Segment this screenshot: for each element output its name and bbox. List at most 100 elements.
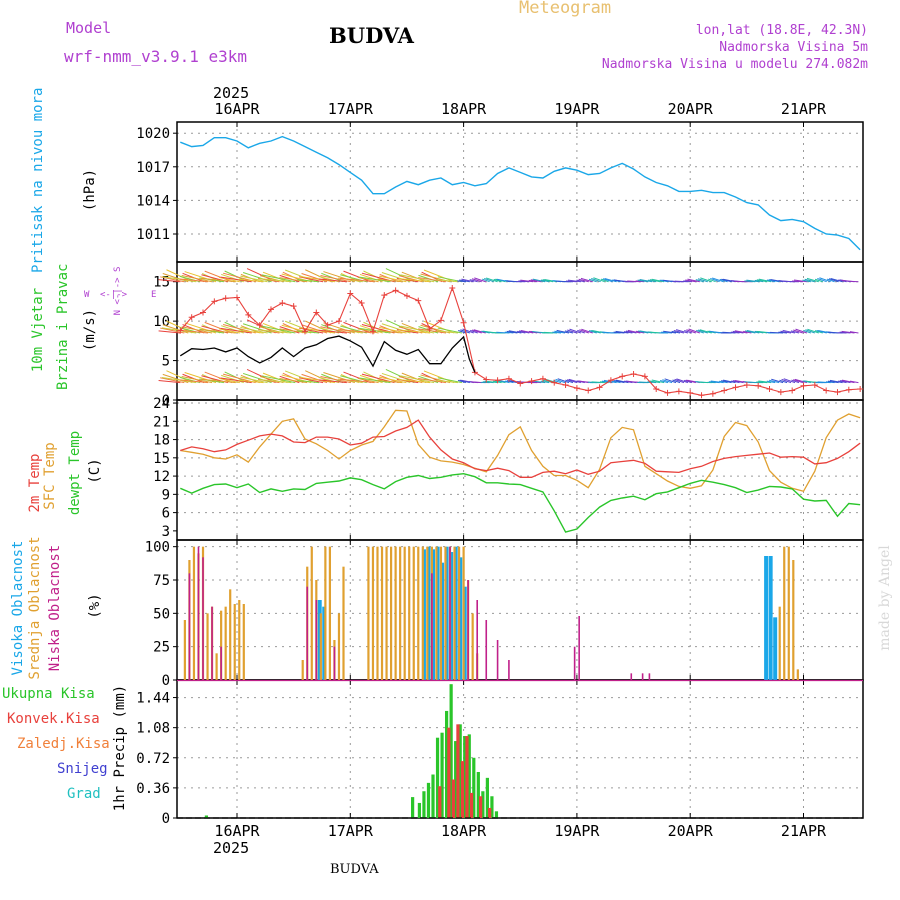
wind-arrow bbox=[485, 277, 498, 283]
wind-arrow bbox=[457, 280, 466, 283]
pressure-ytick-label: 1014 bbox=[136, 193, 170, 209]
wind-gust-marker bbox=[551, 379, 558, 386]
cloud-bar-high bbox=[322, 606, 327, 680]
cloud-bar-mid bbox=[376, 546, 379, 680]
wind-arrow bbox=[674, 378, 685, 384]
wind-gust-marker bbox=[811, 382, 818, 389]
cloud-bar-high bbox=[458, 557, 463, 680]
cloud-bar-low bbox=[315, 600, 318, 680]
wind-arrow bbox=[298, 377, 324, 384]
wind-arrow bbox=[518, 330, 530, 334]
wind-gust-marker bbox=[347, 290, 354, 297]
wind-arrow bbox=[825, 381, 835, 384]
wind-arrow bbox=[505, 380, 514, 384]
wind-arrow bbox=[744, 330, 756, 334]
wind-arrow bbox=[675, 329, 689, 334]
wind-gust-marker bbox=[823, 387, 830, 394]
cloud-bar-low bbox=[485, 620, 488, 680]
wind-arrow bbox=[591, 277, 601, 283]
wind-arrow bbox=[683, 280, 692, 283]
bottom-day-label: 16APR bbox=[214, 822, 260, 840]
wind-arrow bbox=[588, 330, 597, 334]
wind-arrow bbox=[614, 380, 625, 384]
wind-arrow bbox=[712, 277, 724, 283]
precip-bar-total bbox=[472, 757, 476, 818]
model-elevation-label: Nadmorska Visina u modelu 274.082m bbox=[601, 57, 868, 72]
wind-arrow bbox=[179, 329, 209, 334]
wind-arrow bbox=[647, 381, 657, 384]
wind-arrow-row bbox=[158, 319, 859, 334]
wind-arrow bbox=[343, 270, 371, 283]
wind-arrow bbox=[461, 278, 474, 283]
bottom-day-label: 19APR bbox=[554, 822, 600, 840]
cloud-bar-low bbox=[508, 660, 510, 680]
cloud-bar-mid bbox=[367, 546, 370, 680]
wind-arrow bbox=[543, 331, 558, 334]
legend-snijeg: Snijeg bbox=[57, 761, 108, 777]
wind-arrow bbox=[635, 280, 645, 283]
wind-arrow bbox=[343, 321, 371, 334]
wind-arrow bbox=[423, 269, 455, 283]
meteogram-label: Meteogram bbox=[519, 0, 612, 18]
wind-arrow bbox=[649, 380, 661, 384]
wind-arrow bbox=[528, 279, 538, 283]
precip-bar-total bbox=[463, 736, 467, 818]
wind-arrow bbox=[284, 269, 316, 283]
wind-arrow bbox=[418, 277, 447, 283]
pressure-ytick-label: 1017 bbox=[136, 160, 170, 176]
wind-arrow bbox=[684, 330, 693, 334]
wind-arrow bbox=[218, 328, 240, 334]
wind-gust-marker bbox=[256, 322, 263, 329]
wind-arrow bbox=[320, 275, 351, 283]
wind-gust-marker bbox=[211, 298, 218, 305]
wind-arrow bbox=[160, 276, 185, 283]
cloud-ytick-label: 25 bbox=[153, 640, 170, 656]
cloud-bar-high bbox=[462, 586, 467, 680]
wind-arrow bbox=[459, 279, 470, 283]
wind-arrow bbox=[685, 279, 696, 283]
wind-arrow bbox=[520, 329, 534, 334]
cloud-bar-mid bbox=[380, 546, 384, 680]
wind-arrow bbox=[676, 378, 689, 384]
wind-arrow bbox=[221, 325, 244, 334]
wind-arrow bbox=[262, 372, 288, 384]
temperature-ytick-label: 9 bbox=[162, 487, 170, 503]
wind-arrow bbox=[204, 371, 233, 384]
wind-arrow bbox=[540, 279, 550, 283]
cloud-bar-mid bbox=[787, 546, 790, 680]
wind-arrow bbox=[418, 328, 447, 334]
precip-bar-conv bbox=[465, 736, 469, 818]
wind-arrow bbox=[343, 371, 371, 384]
cloud-bar-mid bbox=[371, 546, 375, 680]
cloud-bar-low bbox=[188, 573, 191, 680]
cloud-bar-mid bbox=[778, 606, 781, 680]
wind-arrow bbox=[817, 277, 827, 283]
precip-frame bbox=[176, 679, 864, 819]
wind-gust-marker bbox=[857, 385, 864, 392]
wind-arrow bbox=[284, 370, 316, 384]
cloud-panel bbox=[173, 539, 864, 681]
wind-gust-marker bbox=[721, 387, 728, 394]
wind-arrow bbox=[179, 278, 209, 283]
wind-arrow bbox=[849, 380, 859, 384]
wind-gust-marker bbox=[245, 311, 252, 318]
wind-arrow bbox=[791, 379, 800, 384]
legend-ukupna-kisa: Ukupna Kisa bbox=[2, 686, 95, 702]
wind-gust-marker bbox=[460, 319, 467, 326]
wind-arrow bbox=[240, 326, 268, 334]
wind-arrow bbox=[506, 330, 518, 334]
wind-arrow bbox=[722, 331, 736, 334]
wind-arrow bbox=[484, 277, 494, 283]
wind-gust-marker bbox=[483, 376, 490, 383]
precip-bar-total bbox=[417, 802, 422, 818]
wind-arrow bbox=[359, 325, 383, 334]
wind-arrow bbox=[504, 331, 514, 334]
cloud-bar-low bbox=[333, 646, 336, 680]
station-title: BUDVA bbox=[329, 23, 414, 48]
wind-gust-marker bbox=[845, 386, 852, 393]
pressure-ytick-label: 1020 bbox=[136, 126, 170, 142]
wind-arrow bbox=[423, 370, 455, 384]
precip-bar-total bbox=[449, 684, 453, 818]
wind-arrow bbox=[721, 380, 732, 384]
